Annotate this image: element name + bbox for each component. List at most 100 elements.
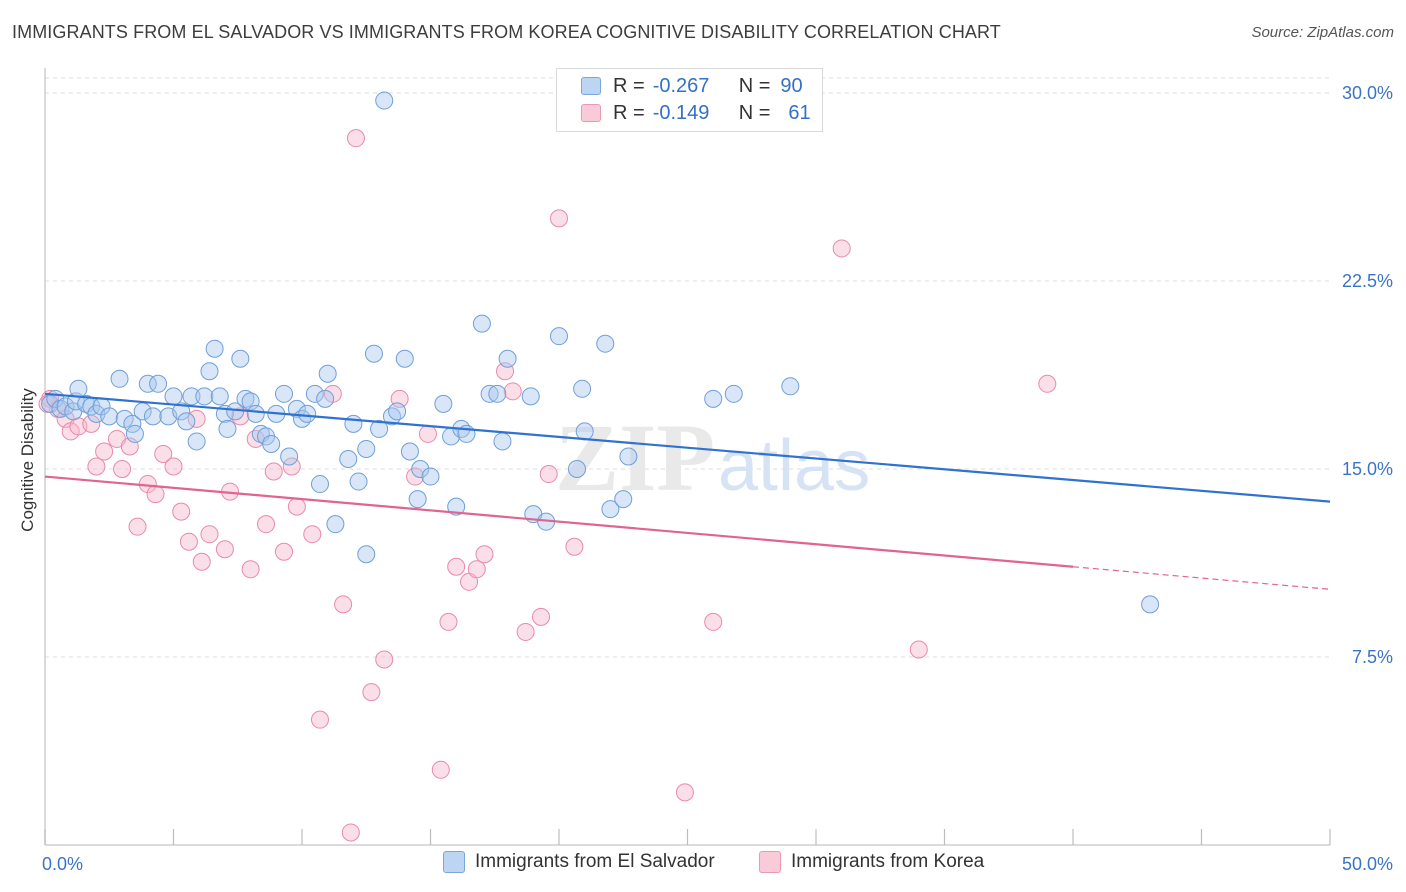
data-point-salvador	[357, 439, 376, 458]
data-point-salvador	[110, 369, 129, 388]
data-point-korea	[241, 560, 260, 579]
data-point-salvador	[619, 447, 638, 466]
data-point-korea	[565, 537, 584, 556]
y-tick-label: 30.0%	[1342, 83, 1393, 103]
data-point-korea	[418, 424, 437, 443]
y-tick-label: 7.5%	[1352, 647, 1393, 667]
data-point-korea	[503, 382, 522, 401]
data-point-salvador	[614, 490, 633, 509]
data-point-salvador	[349, 472, 368, 491]
data-point-salvador	[388, 402, 407, 421]
axes	[44, 68, 1331, 846]
trend-line-korea	[44, 475, 1074, 568]
data-point-salvador	[498, 349, 517, 368]
source-note: Source: ZipAtlas.com	[1251, 24, 1394, 41]
data-point-salvador	[246, 404, 265, 423]
data-point-korea	[675, 783, 694, 802]
data-point-salvador	[434, 394, 453, 413]
legend-n-label: N =	[738, 74, 771, 97]
data-point-korea	[475, 545, 494, 564]
data-point-salvador	[100, 407, 119, 426]
data-point-korea	[146, 485, 165, 504]
data-point-salvador	[395, 349, 414, 368]
data-point-korea	[532, 607, 551, 626]
data-point-korea	[95, 442, 114, 461]
data-point-salvador	[724, 384, 743, 403]
data-point-salvador	[164, 387, 183, 406]
data-point-korea	[334, 595, 353, 614]
data-point-salvador	[488, 384, 507, 403]
data-point-salvador	[575, 422, 594, 441]
data-point-salvador	[326, 515, 345, 534]
chart-title: IMMIGRANTS FROM EL SALVADOR VS IMMIGRANT…	[12, 22, 1001, 42]
data-point-salvador	[382, 407, 401, 426]
data-point-salvador	[400, 442, 419, 461]
data-point-salvador	[310, 475, 329, 494]
series-salvador-points	[41, 91, 1160, 614]
x-tick-label: 50.0%	[1342, 854, 1393, 874]
data-point-korea	[832, 239, 851, 258]
data-point-salvador	[339, 449, 358, 468]
data-point-salvador	[305, 384, 324, 403]
data-point-korea	[346, 129, 365, 148]
data-point-korea	[310, 710, 329, 729]
data-point-korea	[192, 552, 211, 571]
data-point-korea	[303, 525, 322, 544]
y-tick-label: 15.0%	[1342, 459, 1393, 479]
data-point-salvador	[567, 460, 586, 479]
data-point-salvador	[231, 349, 250, 368]
legend-item-korea: Immigrants from Korea	[759, 851, 984, 873]
data-point-korea	[467, 560, 486, 579]
data-point-salvador	[521, 387, 540, 406]
data-point-korea	[154, 444, 173, 463]
legend-n-value: 61	[788, 101, 811, 124]
data-point-salvador	[210, 387, 229, 406]
data-point-salvador	[287, 399, 306, 418]
data-point-korea	[447, 557, 466, 576]
trend-line-korea-extrapolated	[1072, 566, 1331, 590]
legend-r-value: -0.267	[652, 74, 710, 97]
data-point-salvador	[601, 500, 620, 519]
data-point-korea	[200, 525, 219, 544]
data-point-korea	[187, 409, 206, 428]
data-point-korea	[341, 823, 360, 842]
data-point-salvador	[275, 384, 294, 403]
data-point-salvador	[200, 362, 219, 381]
series-legend: Immigrants from El Salvador Immigrants f…	[0, 851, 1406, 879]
data-point-salvador	[375, 91, 394, 110]
data-point-salvador	[421, 467, 440, 486]
y-axis-label: Cognitive Disability	[18, 388, 37, 532]
legend-swatch-korea	[581, 104, 601, 122]
legend-label-salvador: Immigrants from El Salvador	[475, 851, 715, 872]
data-point-korea	[539, 465, 558, 484]
data-point-korea	[179, 532, 198, 551]
data-point-korea	[275, 542, 294, 561]
data-point-korea	[113, 460, 132, 479]
legend-row-salvador: R = -0.267 N = 90	[581, 73, 803, 99]
data-point-korea	[287, 497, 306, 516]
trend-lines	[44, 392, 1331, 590]
data-point-korea	[909, 640, 928, 659]
data-point-korea	[82, 414, 101, 433]
data-point-korea	[362, 683, 381, 702]
trend-line-salvador	[44, 392, 1331, 503]
data-point-korea	[439, 612, 458, 631]
data-point-salvador	[370, 419, 389, 438]
data-point-salvador	[143, 407, 162, 426]
data-point-salvador	[493, 432, 512, 451]
data-point-korea	[375, 650, 394, 669]
legend-r-label: R =	[613, 101, 645, 124]
x-tick-label: 0.0%	[42, 854, 83, 874]
data-point-korea	[87, 457, 106, 476]
data-point-salvador	[205, 339, 224, 358]
data-point-korea	[1038, 374, 1057, 393]
legend-n-value: 90	[780, 74, 803, 97]
data-point-salvador	[280, 447, 299, 466]
data-point-korea	[704, 612, 723, 631]
data-point-salvador	[596, 334, 615, 353]
correlation-legend: R = -0.267 N = 90 R = -0.149 N = 61	[556, 68, 823, 132]
data-point-salvador	[344, 414, 363, 433]
data-point-korea	[264, 462, 283, 481]
data-point-salvador	[298, 404, 317, 423]
